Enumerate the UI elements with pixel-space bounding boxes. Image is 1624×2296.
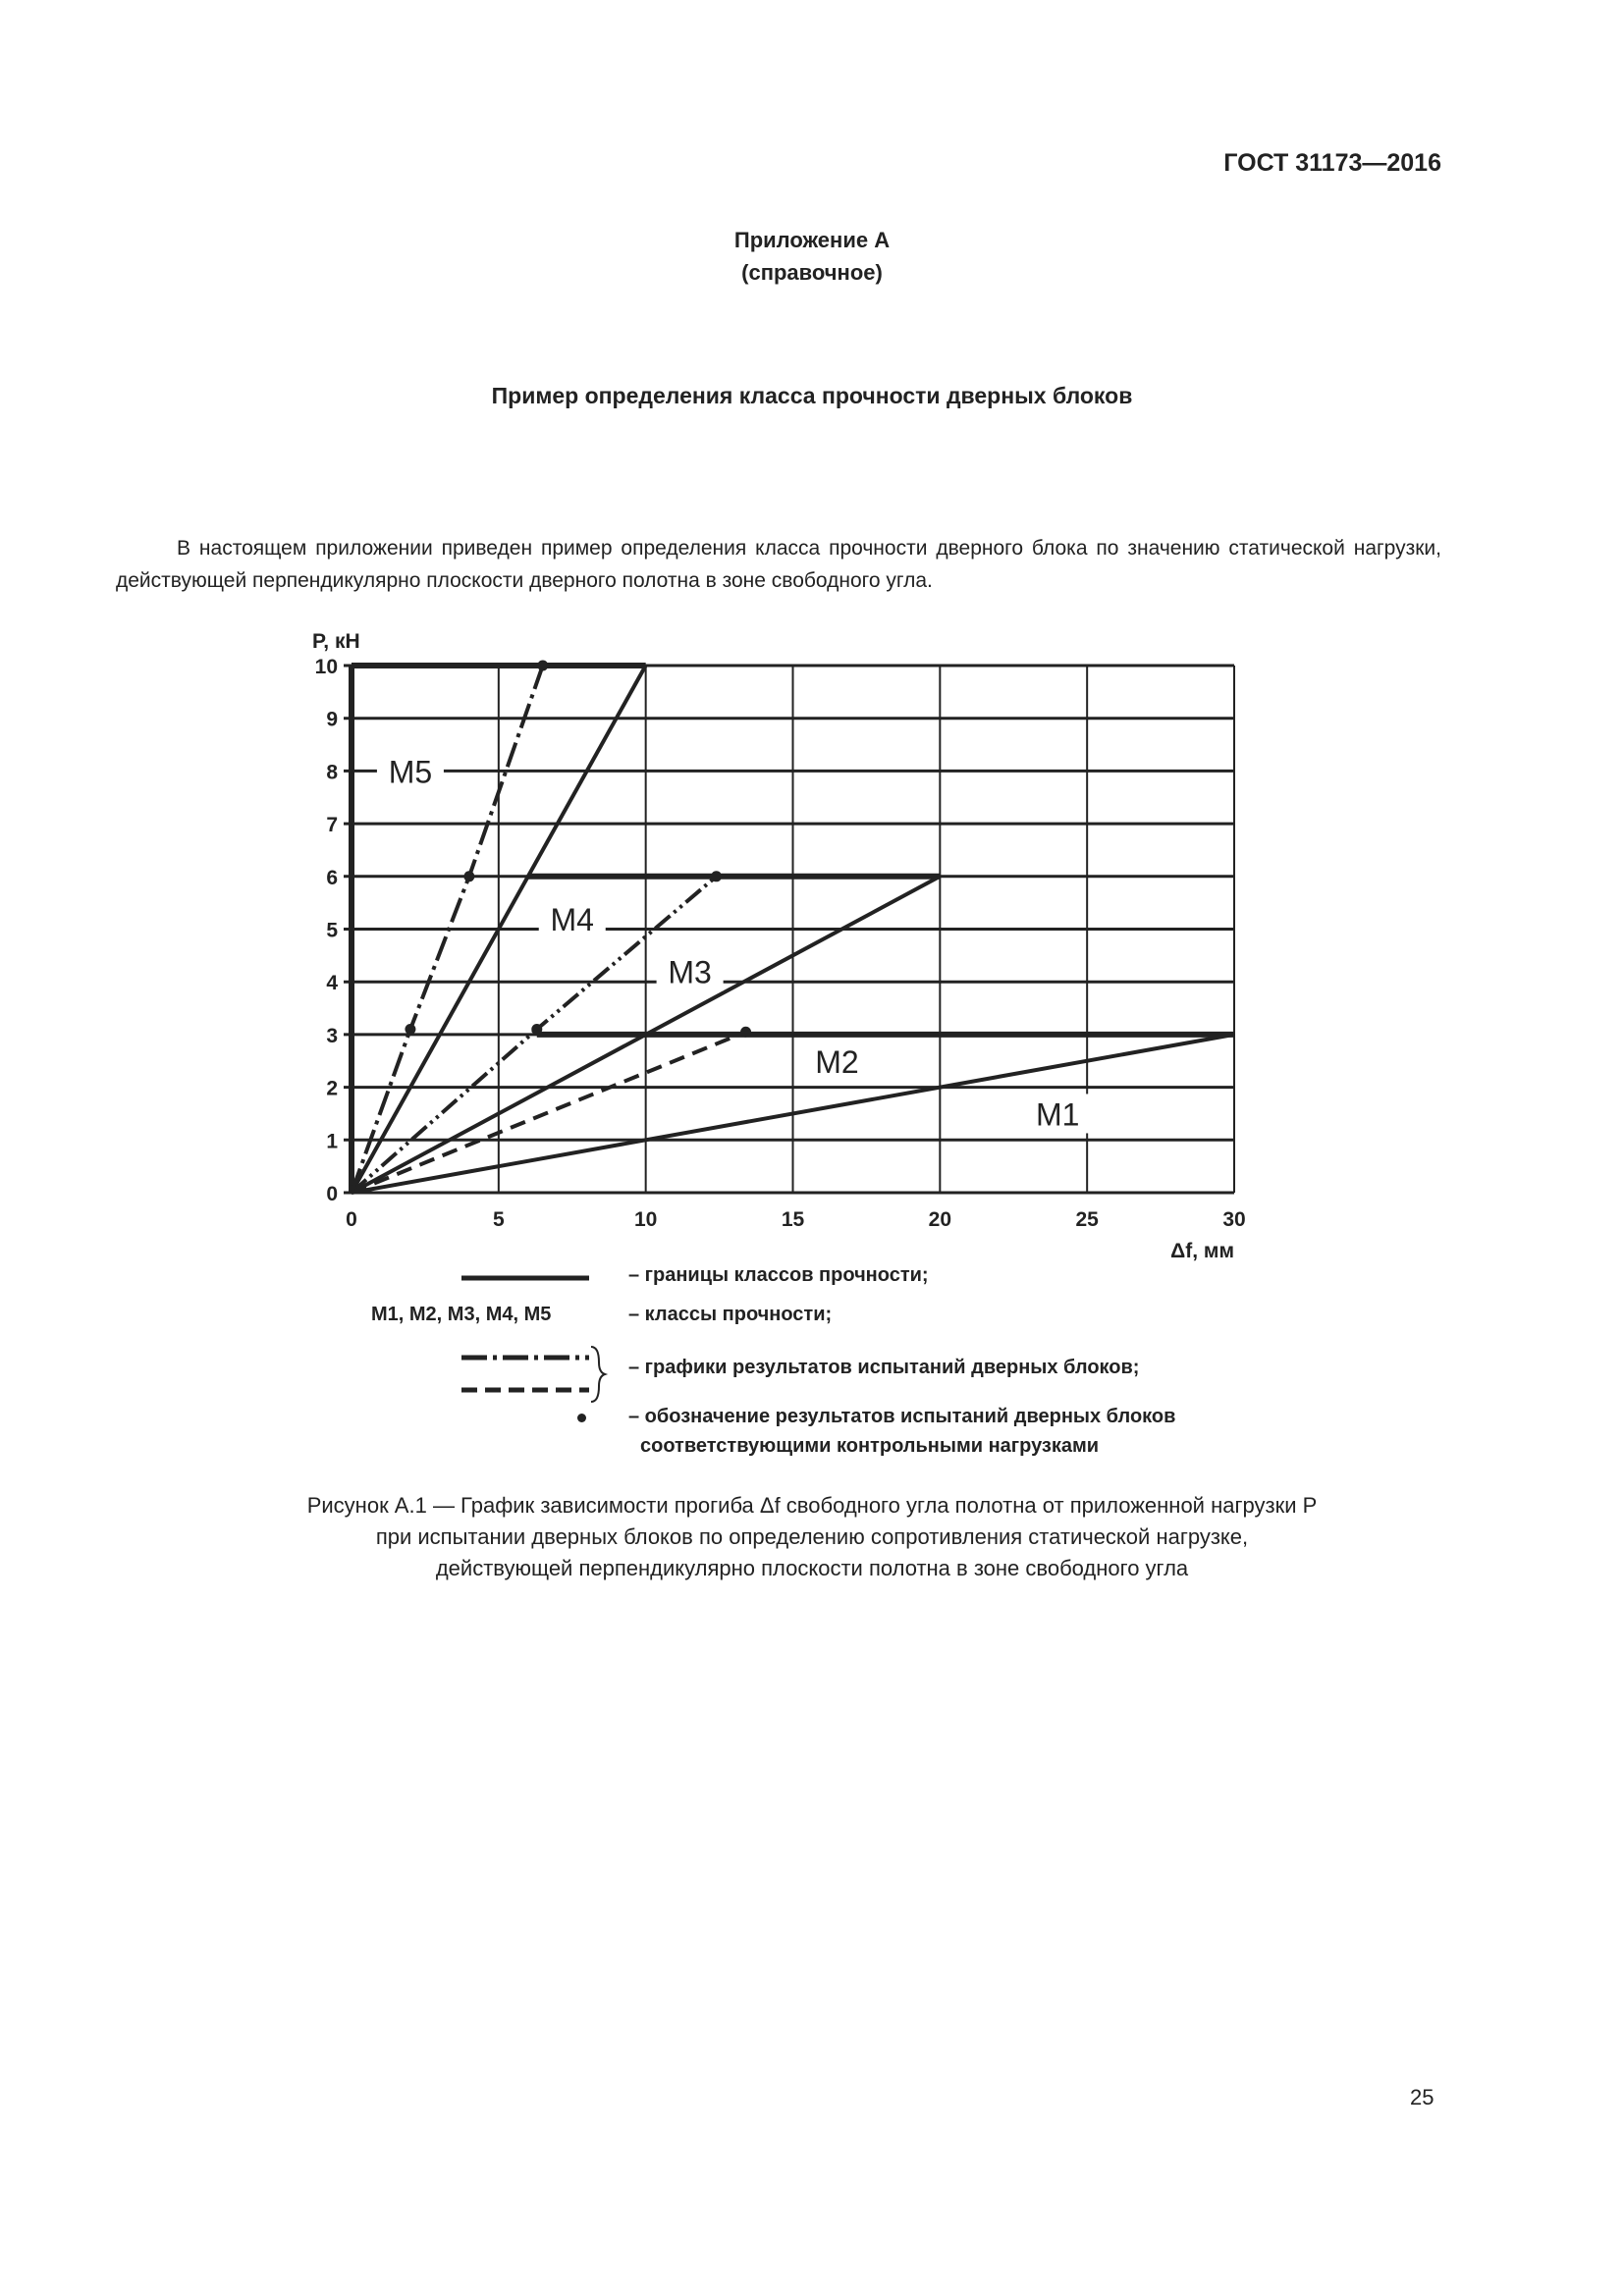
class-label-bg xyxy=(1024,1094,1092,1134)
legend-points-1: – обозначение результатов испытаний двер… xyxy=(628,1406,1176,1427)
class-label: М4 xyxy=(551,902,594,937)
y-tick-label: 10 xyxy=(315,656,338,678)
y-tick-label: 4 xyxy=(326,972,338,994)
x-tick-label: 15 xyxy=(782,1208,805,1231)
figure-caption: Рисунок А.1 — График зависимости прогиба… xyxy=(0,1490,1624,1584)
class-label: М5 xyxy=(389,754,432,789)
test-point xyxy=(537,660,549,671)
legend-boundaries: – границы классов прочности; xyxy=(628,1264,929,1286)
page-number: 25 xyxy=(1410,2085,1435,2109)
class-label: М3 xyxy=(668,954,711,989)
class-label: М1 xyxy=(1036,1096,1079,1132)
legend-point-marker xyxy=(577,1414,586,1422)
legend-test-graphs: – графики результатов испытаний дверных … xyxy=(628,1357,1140,1378)
y-tick-label: 8 xyxy=(326,761,338,783)
legend-brace xyxy=(590,1346,609,1403)
x-tick-label: 25 xyxy=(1075,1208,1099,1231)
caption-line: при испытании дверных блоков по определе… xyxy=(375,1524,1249,1549)
y-tick-label: 9 xyxy=(326,709,338,731)
class-label-bg xyxy=(803,1041,871,1081)
x-tick-label: 5 xyxy=(493,1208,505,1231)
y-tick-label: 2 xyxy=(326,1078,338,1100)
x-axis-label: Δf, мм xyxy=(1170,1240,1234,1262)
annex-title: Приложение А xyxy=(733,228,891,252)
caption-line: Рисунок А.1 — График зависимости прогиба… xyxy=(306,1493,1318,1518)
test-series-line xyxy=(351,1030,747,1195)
class-label-bg xyxy=(376,751,444,791)
caption-line: действующей перпендикулярно плоскости по… xyxy=(435,1556,1189,1580)
legend-symbols xyxy=(461,1275,609,1403)
legend-classes-key: М1, М2, М3, М4, М5 xyxy=(371,1304,552,1325)
section-title: Пример определения класса прочности двер… xyxy=(491,383,1133,408)
test-point xyxy=(463,871,475,882)
y-tick-label: 0 xyxy=(326,1183,338,1205)
test-point xyxy=(740,1026,752,1038)
x-tick-label: 0 xyxy=(346,1208,357,1231)
class-boundary-line xyxy=(351,1032,1235,1195)
class-label: М2 xyxy=(815,1044,858,1080)
class-label-bg xyxy=(656,951,724,991)
chart: 0 5 10 15 20 25 30 0 1 2 3 4 5 6 7 8 9 10 P, кН Δf, мм М5 М4 М… xyxy=(312,630,1246,1262)
y-tick-label: 7 xyxy=(326,814,338,836)
x-tick-label: 10 xyxy=(634,1208,657,1231)
y-tick-label: 6 xyxy=(326,867,338,889)
class-label-bg xyxy=(538,898,606,938)
test-point xyxy=(405,1024,416,1036)
legend-points-2: соответствующими контрольными нагрузками xyxy=(640,1435,1100,1457)
document-id: ГОСТ 31173—2016 xyxy=(1223,149,1441,177)
class-boundary-line xyxy=(350,665,648,1194)
test-point xyxy=(531,1024,543,1036)
x-tick-label: 20 xyxy=(929,1208,951,1231)
legend-classes: – классы прочности; xyxy=(628,1304,833,1325)
y-tick-label: 3 xyxy=(326,1025,338,1047)
intro-paragraph: В настоящем приложении приведен пример о… xyxy=(116,537,1441,592)
x-tick-label: 30 xyxy=(1222,1208,1245,1231)
y-tick-label: 1 xyxy=(326,1130,338,1152)
annex-subtitle: (справочное) xyxy=(741,260,883,285)
y-tick-label: 5 xyxy=(326,920,338,942)
test-series-line xyxy=(350,665,545,1194)
test-point xyxy=(711,871,723,882)
y-axis-label: P, кН xyxy=(312,630,360,653)
